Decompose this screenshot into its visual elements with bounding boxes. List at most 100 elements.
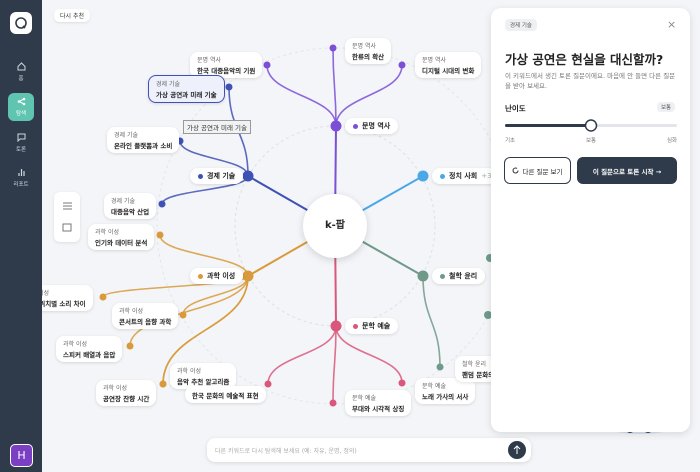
leaf-category: 과학 이성	[103, 385, 127, 392]
leaf-dot	[159, 380, 167, 388]
other-question-button[interactable]: 다른 질문 보기	[504, 157, 571, 184]
leaf-edge	[332, 325, 337, 404]
leaf-title: 한류의 확산	[352, 53, 385, 61]
leaf-dot	[225, 83, 233, 91]
branch-node[interactable]: 문명 역사	[345, 118, 399, 134]
question-description: 이 키워드에서 생긴 토론 질문이에요. 마음에 안 들면 다른 질문을 받아 …	[505, 72, 676, 90]
leaf-node[interactable]: 한국 문화의 예술적 표현	[185, 386, 266, 403]
branch-dot	[242, 270, 254, 282]
start-debate-button[interactable]: 이 질문으로 토론 시작 →	[577, 157, 677, 184]
difficulty-badge: 보통	[657, 102, 676, 112]
leaf-edge	[332, 47, 337, 127]
branch-node[interactable]: 문학 예술	[345, 318, 399, 334]
leaf-edge	[159, 234, 249, 277]
recommend-button[interactable]: 다시 추천	[54, 9, 90, 22]
leaf-node[interactable]: 문명 역사 디지털 시대의 변화	[415, 52, 482, 78]
leaf-title: 콘서트의 음향 과학	[119, 318, 172, 326]
leaf-category: 문명 역사	[352, 43, 376, 50]
difficulty-slider[interactable]	[501, 118, 681, 134]
branch-color	[353, 323, 358, 329]
nav-label: 탐색	[15, 111, 27, 117]
leaf-node[interactable]: 과학 이성 콘서트의 음향 과학	[112, 303, 179, 329]
branch-label: 문명 역사	[362, 122, 391, 130]
nav-label: 토론	[15, 147, 27, 153]
sidebar: 홈 탐색 토론 리포트 H	[0, 0, 42, 472]
leaf-category: 경제 기술	[114, 132, 138, 139]
logo[interactable]	[10, 12, 32, 34]
leaf-node[interactable]: 과학 이성 공연장 잔향 시간	[96, 380, 157, 406]
leaf-title: 음악 추천 알고리즘	[177, 378, 230, 386]
branch-node[interactable]: 정치 사회 +3	[432, 168, 500, 184]
leaf-dot	[398, 61, 406, 69]
leaf-category: 과학 이성	[95, 229, 119, 236]
branch-label: 철학 윤리	[449, 272, 478, 280]
leaf-node[interactable]: 경제 기술 가상 공연과 미래 기술	[148, 75, 225, 103]
leaf-edge	[129, 275, 249, 347]
leaf-edge	[182, 275, 249, 316]
leaf-category: 문명 역사	[422, 57, 446, 64]
leaf-category: 과학 이성	[177, 368, 201, 375]
leaf-node[interactable]: 문학 예술 노래 가사의 서사	[415, 378, 476, 404]
leaf-node[interactable]: 문명 역사 한국 대중음악의 기원	[190, 52, 263, 78]
leaf-category: 경제 기술	[156, 81, 180, 88]
leaf-category: 경제 기술	[111, 198, 135, 205]
leaf-dot	[398, 379, 406, 387]
leaf-dot	[329, 44, 337, 52]
nav-explore[interactable]: 탐색	[8, 93, 34, 121]
leaf-edge	[162, 275, 249, 385]
leaf-dot	[329, 399, 337, 407]
leaf-title: 한국 문화의 예술적 표현	[192, 392, 259, 400]
search-placeholder: 다른 키워드로 다시 탐색해 보세요 (예: 자유, 운명, 정의)	[215, 448, 357, 455]
category-chip: 경제 기술	[505, 19, 537, 31]
close-button[interactable]: ×	[667, 18, 677, 31]
branch-label: 과학 이성	[207, 272, 236, 280]
leaf-dot	[263, 61, 271, 69]
scale-label: 보통	[586, 138, 597, 144]
avatar[interactable]: H	[10, 444, 33, 467]
leaf-title: 스피커 배열과 음압	[63, 351, 116, 359]
leaf-dot	[156, 231, 164, 239]
nav-report[interactable]: 리포트	[8, 168, 34, 188]
more-count: +3	[481, 172, 492, 180]
branch-dot	[242, 170, 254, 182]
node-dot	[484, 311, 492, 319]
scale-label: 심화	[667, 138, 678, 144]
branch-node[interactable]: 경제 기술	[190, 168, 244, 184]
leaf-dot	[126, 342, 134, 350]
branch-color	[198, 273, 203, 279]
leaf-category: 과학 이성	[63, 341, 87, 348]
leaf-title: 대중음악 산업	[111, 208, 150, 216]
branch-color	[440, 273, 445, 279]
leaf-title: 인기와 데이터 분석	[95, 239, 148, 247]
leaf-title: 노래 가사의 서사	[422, 393, 469, 401]
leaf-dot	[264, 380, 272, 388]
leaf-title: 녹음 위치별 소리 차이	[25, 300, 86, 308]
button-label: 다른 질문 보기	[522, 167, 563, 176]
leaf-category: 문명 역사	[197, 57, 221, 64]
center-node[interactable]: k-팝	[303, 194, 367, 258]
branch-color	[198, 173, 203, 179]
difficulty-label: 난이도	[505, 104, 526, 113]
question-panel: 경제 기술 × 가상 공연은 현실을 대신할까? 이 키워드에서 생긴 토론 질…	[491, 8, 690, 432]
nav-home[interactable]: 홈	[8, 62, 34, 82]
leaf-node[interactable]: 문학 예술 무대와 시각적 상징	[345, 390, 412, 416]
branch-node[interactable]: 과학 이성	[190, 268, 244, 284]
send-button[interactable]	[508, 441, 526, 459]
branch-color	[440, 173, 445, 179]
leaf-node[interactable]: 경제 기술 온라인 플랫폼과 소비	[107, 127, 180, 153]
leaf-title: 무대와 시각적 상징	[352, 405, 405, 413]
search-bar[interactable]: 다른 키워드로 다시 탐색해 보세요 (예: 자유, 운명, 정의)	[207, 438, 531, 462]
branch-dot	[330, 120, 342, 132]
branch-label: 문학 예술	[362, 322, 391, 330]
branch-label: 경제 기술	[207, 172, 236, 180]
nav-label: 홈	[18, 76, 24, 82]
branch-node[interactable]: 철학 윤리	[432, 268, 486, 284]
nav-debate[interactable]: 토론	[8, 133, 34, 153]
